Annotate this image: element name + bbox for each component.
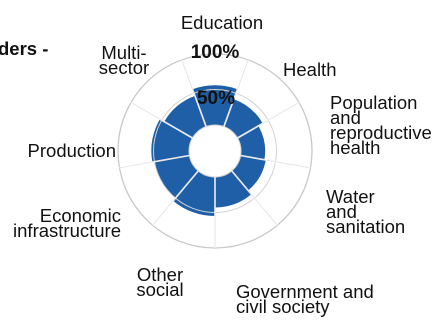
ring-label-0: 0% [203,145,231,166]
bar-3 [231,155,266,191]
category-label-2-line-1: and [330,107,361,128]
bars-group [151,85,266,217]
category-label-3-line-1: and [326,201,357,222]
category-label-5-line-0: Other [137,264,183,285]
ring-label-1: 50% [197,88,235,109]
spoke-7 [119,155,190,169]
spoke-1 [223,59,249,127]
bar-5 [173,170,215,217]
category-label-5-line-1: social [136,279,183,300]
bar-0 [192,85,238,127]
spoke-white-0 [181,59,207,127]
category-label-4-line-0: Government and [236,281,374,302]
category-label-2-line-2: reproductive [330,122,432,143]
spoke-white-8 [130,101,193,139]
spoke-white-3 [240,154,311,169]
spoke-white-4 [231,170,278,226]
spoke-4 [231,170,278,226]
category-label-4-line-1: civil society [236,296,330,317]
spoke-white-6 [152,170,199,226]
spoke-white-7 [119,154,190,169]
bar-4 [215,170,252,208]
category-label-2-line-3: health [330,137,380,158]
spoke-0 [181,59,207,127]
spoke-6 [152,170,199,226]
category-label-2-line-0: Population [330,92,417,113]
spoke-white-2 [237,101,300,139]
category-label-0-line-0: Education [181,12,263,33]
category-label-3-line-0: Water [326,186,375,207]
category-label-6-line-1: infrastructure [13,220,121,241]
category-label-6-line-0: Economic [40,205,121,226]
spoke-2 [237,102,300,139]
spoke-white-1 [223,59,249,127]
category-label-1-line-0: Health [283,59,336,80]
ring-labels: 0% 50% 100% [191,42,240,166]
ring-label-2: 100% [191,42,240,63]
bar-7 [151,119,193,163]
category-label-3-line-2: sanitation [326,216,405,237]
spoke-3 [240,155,311,169]
category-label-7-line-0: Production [28,140,116,161]
category-label-8-line-0: Multi- [101,42,146,63]
grid-group [117,53,313,249]
category-labels: EducationHealthPopulationandreproductive… [13,12,432,317]
spoke-8 [130,102,193,139]
chart-title: ders - [0,38,48,59]
bar-6 [154,155,199,199]
category-label-8-line-1: sector [99,57,149,78]
